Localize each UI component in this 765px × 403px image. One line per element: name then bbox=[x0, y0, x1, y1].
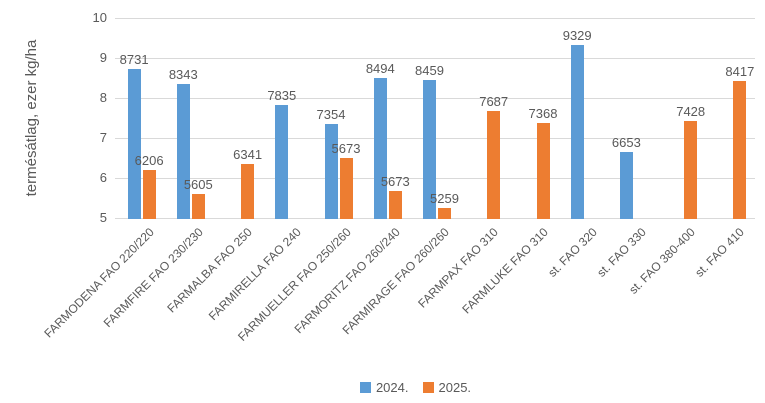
gridline bbox=[115, 58, 755, 59]
bar-value-label: 7354 bbox=[316, 106, 346, 122]
bar-value-label: 6206 bbox=[134, 152, 164, 168]
legend: 2024. 2025. bbox=[33, 380, 765, 395]
bar-2024-st-fao-320 bbox=[570, 44, 584, 219]
bar-2024-st-fao-330 bbox=[619, 151, 633, 219]
bar-2025-st-fao-410 bbox=[733, 81, 747, 219]
bar-2025-farmirage-fao-260-260 bbox=[438, 207, 451, 219]
bar-value-label: 5673 bbox=[331, 141, 361, 156]
y-axis-tick-label: 5 bbox=[99, 210, 107, 225]
bar-value-label: 8459 bbox=[415, 62, 444, 78]
bar-value-label: 8731 bbox=[119, 51, 149, 67]
bar-value-label: 6653 bbox=[611, 134, 641, 150]
bar-2025-farmoritz-fao-260-240 bbox=[388, 191, 402, 219]
bar-2025-farmalba-fao-250 bbox=[241, 164, 255, 219]
bar-2024-farmirella-fao-240 bbox=[275, 104, 289, 219]
bar-2025-farmueller-fao-250-260 bbox=[339, 158, 353, 219]
category-label: FARMODENA FAO 220/220 bbox=[40, 225, 157, 341]
bar-2024-farmoritz-fao-260-240 bbox=[373, 78, 387, 219]
bar-value-label: 6341 bbox=[233, 147, 263, 163]
legend-swatch-2025 bbox=[422, 382, 434, 393]
y-axis-tick-label: 10 bbox=[92, 10, 107, 25]
y-axis-title: termésátlag, ezer kg/ha bbox=[23, 39, 40, 197]
legend-label: 2024. bbox=[375, 380, 409, 395]
gridline bbox=[115, 18, 755, 19]
bar-value-label: 7687 bbox=[479, 93, 509, 109]
bar-value-label: 5259 bbox=[430, 190, 459, 206]
y-axis-tick-label: 6 bbox=[99, 170, 107, 185]
y-axis-tick-label: 7 bbox=[99, 130, 107, 145]
bar-2025-farmluke-fao-310 bbox=[536, 123, 550, 219]
legend-item-2025: 2025. bbox=[422, 380, 472, 395]
bar-value-label: 7368 bbox=[528, 106, 558, 122]
bar-value-label: 5605 bbox=[183, 176, 213, 192]
bar-value-label: 8494 bbox=[365, 61, 395, 77]
bar-2024-farmueller-fao-250-260 bbox=[324, 123, 338, 219]
bar-value-label: 9329 bbox=[562, 27, 592, 43]
legend-item-2024: 2024. bbox=[359, 380, 409, 395]
legend-label: 2025. bbox=[438, 380, 472, 395]
y-axis-tick-label: 9 bbox=[99, 50, 107, 65]
bar-value-label: 8343 bbox=[168, 67, 198, 83]
bar-2024-farmirage-fao-260-260 bbox=[423, 79, 436, 219]
bar-value-label: 7428 bbox=[676, 103, 706, 119]
y-axis-tick-label: 8 bbox=[99, 90, 107, 105]
bar-2025-farmfire-fao-230-230 bbox=[191, 193, 205, 219]
bar-2025-farmodena-fao-220-220 bbox=[142, 169, 156, 219]
bar-2025-st-fao-380-400 bbox=[684, 120, 698, 219]
bar-2024-farmfire-fao-230-230 bbox=[176, 84, 190, 219]
bar-2025-farmpax-fao-310 bbox=[487, 110, 501, 219]
bar-value-label: 7835 bbox=[267, 87, 297, 103]
legend-swatch-2024 bbox=[359, 382, 371, 393]
bar-2024-farmodena-fao-220-220 bbox=[127, 68, 141, 219]
bar-value-label: 5673 bbox=[380, 174, 410, 190]
bar-value-label: 8417 bbox=[725, 64, 755, 80]
